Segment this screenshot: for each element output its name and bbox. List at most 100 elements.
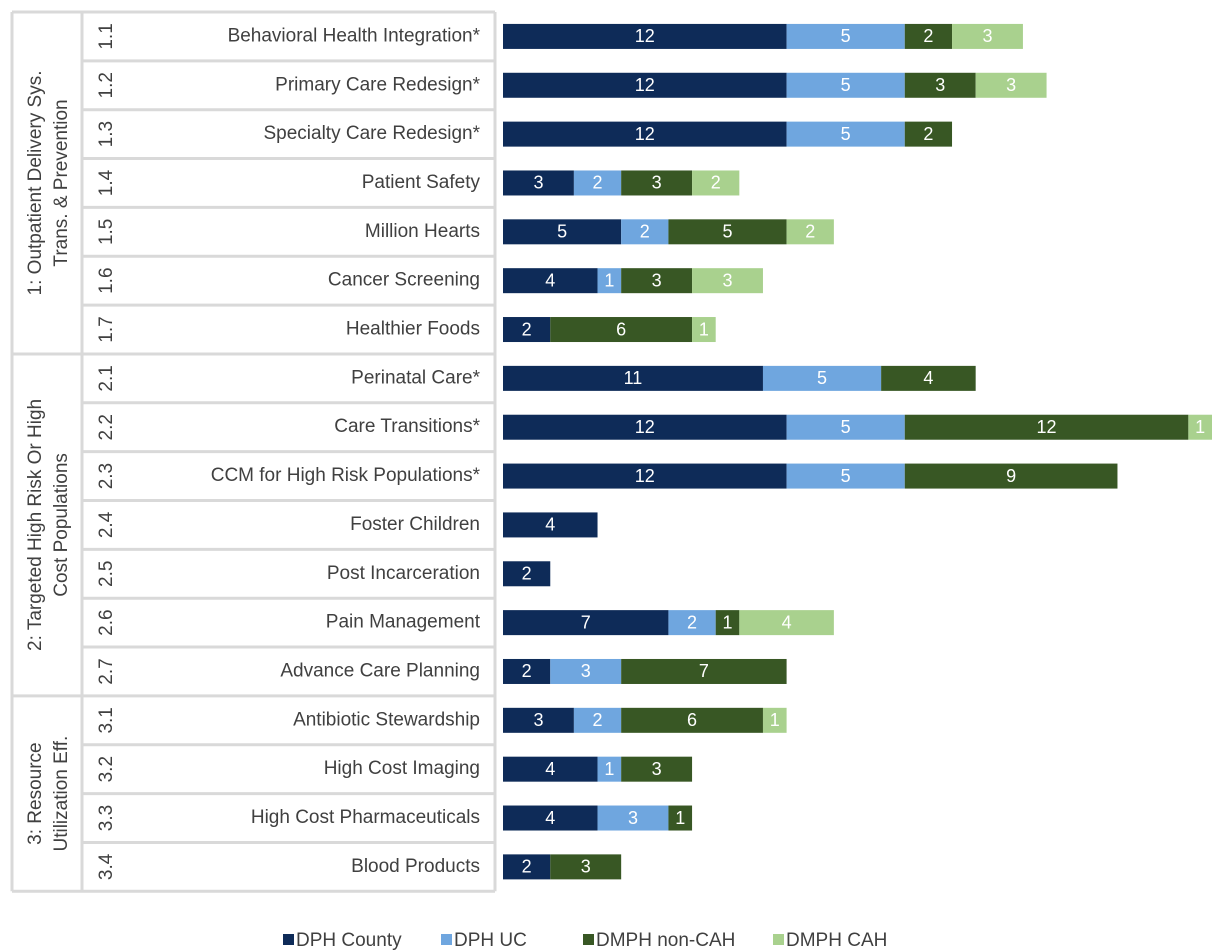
- row-code: 2.5: [96, 561, 117, 587]
- value-label: 5: [557, 222, 567, 242]
- bar-segment: [952, 23, 1023, 49]
- value-label: 7: [699, 661, 709, 681]
- bar-segment: [668, 219, 787, 245]
- row-code: 3.2: [96, 756, 117, 782]
- category-label: Specialty Care Redesign*: [263, 123, 480, 144]
- value-label: 1: [604, 270, 614, 290]
- bar-segment: [503, 707, 574, 733]
- bar-segment: [503, 121, 787, 147]
- value-label: 1: [604, 759, 614, 779]
- value-label: 5: [841, 466, 851, 486]
- value-label: 12: [635, 26, 655, 46]
- bar-segment: [786, 23, 905, 49]
- bar-segment: [503, 317, 551, 343]
- bar-segment: [550, 658, 622, 684]
- value-label: 3: [533, 173, 543, 193]
- category-label: Primary Care Redesign*: [275, 74, 480, 95]
- bar-segment: [786, 414, 905, 440]
- bar-segment: [550, 854, 622, 880]
- bar-segment: [692, 170, 740, 196]
- value-label: 1: [699, 319, 709, 339]
- value-label: 12: [1037, 417, 1057, 437]
- bar-segment: [597, 805, 669, 831]
- bar-segment: [975, 72, 1047, 98]
- bar-segment: [573, 170, 622, 196]
- bar-segment: [762, 365, 882, 391]
- value-label: 5: [817, 368, 827, 388]
- bar-segment: [621, 219, 669, 245]
- row-code: 1.6: [96, 267, 117, 293]
- bar-segment: [550, 317, 693, 343]
- bar-segment: [786, 463, 905, 489]
- bar-segment: [503, 512, 598, 538]
- value-label: 3: [652, 173, 662, 193]
- bar-segment: [904, 72, 976, 98]
- value-label: 4: [545, 759, 555, 779]
- group-label: Trans. & Prevention: [51, 99, 72, 266]
- legend-label: DPH UC: [454, 930, 527, 951]
- value-label: 2: [593, 173, 603, 193]
- bar-segment: [503, 414, 787, 440]
- category-label: High Cost Pharmaceuticals: [251, 807, 480, 828]
- bar-segment: [503, 365, 763, 391]
- bar-segment: [786, 219, 834, 245]
- bar-segment: [904, 463, 1118, 489]
- value-label: 3: [581, 857, 591, 877]
- bar-segment: [621, 268, 693, 294]
- value-label: 2: [522, 564, 532, 584]
- value-label: 3: [982, 26, 992, 46]
- legend-swatch: [441, 934, 452, 945]
- bar-segment: [503, 561, 551, 587]
- bar-segment: [786, 121, 905, 147]
- bar-segment: [597, 756, 622, 782]
- legend-swatch: [773, 934, 784, 945]
- value-label: 2: [805, 222, 815, 242]
- row-code: 1.5: [96, 219, 117, 245]
- bar-segment: [503, 219, 622, 245]
- value-label: 12: [635, 75, 655, 95]
- bar-segment: [904, 121, 953, 147]
- row-code: 2.2: [96, 414, 117, 440]
- value-label: 2: [711, 173, 721, 193]
- category-label: Antibiotic Stewardship: [293, 709, 480, 730]
- row-code: 2.3: [96, 463, 117, 489]
- row-code: 2.1: [96, 365, 117, 391]
- value-label: 2: [522, 661, 532, 681]
- value-label: 11: [624, 368, 643, 388]
- value-label: 1: [675, 808, 685, 828]
- row-code: 1.3: [96, 121, 117, 147]
- group-label: 2: Targeted High Risk Or High: [25, 399, 46, 651]
- bar-segment: [881, 365, 976, 391]
- row-code: 2.6: [96, 609, 117, 635]
- value-label: 2: [593, 710, 603, 730]
- row-code: 3.3: [96, 805, 117, 831]
- value-label: 3: [581, 661, 591, 681]
- value-label: 12: [635, 124, 655, 144]
- value-label: 12: [635, 417, 655, 437]
- value-label: 6: [687, 710, 697, 730]
- legend-swatch: [583, 934, 594, 945]
- bar-segment: [621, 658, 787, 684]
- bar-segment: [668, 805, 693, 831]
- value-label: 7: [581, 612, 591, 632]
- bar-segment: [503, 658, 551, 684]
- bar-segment: [573, 707, 622, 733]
- bar-segment: [503, 756, 598, 782]
- category-label: Foster Children: [350, 514, 480, 535]
- bar-segment: [786, 72, 905, 98]
- bar-segment: [715, 610, 740, 636]
- category-label: High Cost Imaging: [324, 758, 480, 779]
- value-label: 5: [841, 417, 851, 437]
- value-label: 1: [770, 710, 780, 730]
- bar-segment: [503, 854, 551, 880]
- bar-segment: [503, 463, 787, 489]
- value-label: 3: [652, 759, 662, 779]
- bar-segment: [503, 23, 787, 49]
- bar-segment: [692, 268, 763, 294]
- category-label: Advance Care Planning: [280, 660, 480, 681]
- value-label: 1: [1195, 417, 1205, 437]
- value-label: 2: [923, 124, 933, 144]
- value-label: 1: [723, 612, 733, 632]
- category-label: Blood Products: [351, 856, 480, 877]
